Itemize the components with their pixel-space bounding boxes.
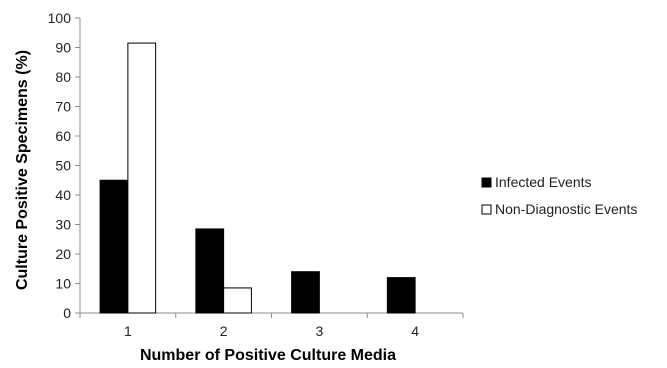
- bar-infected-events-1: [99, 179, 129, 314]
- y-tick-label: 10: [55, 276, 71, 292]
- bar-infected-events-4: [386, 277, 416, 314]
- legend-label: Non-Diagnostic Events: [495, 201, 637, 217]
- bar-infected-events-3: [291, 271, 320, 314]
- x-axis-title: Number of Positive Culture Media: [140, 347, 396, 364]
- y-tick-label: 30: [55, 217, 71, 233]
- x-tick-label: 2: [220, 323, 228, 339]
- legend: Infected Events Non-Diagnostic Events: [481, 174, 637, 217]
- bar-non-diagnostic-events-1: [127, 42, 157, 314]
- y-tick-label: 20: [55, 246, 71, 262]
- y-tick-label: 70: [55, 99, 71, 115]
- bars: [99, 42, 416, 314]
- y-tick-label: 0: [63, 305, 71, 321]
- y-tick-label: 40: [55, 187, 71, 203]
- y-axis-title: Culture Positive Specimens (%): [14, 50, 31, 290]
- legend-swatch: [481, 204, 492, 215]
- x-tick-label: 3: [315, 323, 323, 339]
- bar-infected-events-2: [195, 228, 225, 314]
- legend-label: Infected Events: [495, 174, 592, 190]
- x-tick-label: 1: [124, 323, 132, 339]
- y-tick-label: 50: [55, 158, 71, 174]
- legend-swatch: [481, 177, 492, 188]
- y-axis: 0 10 20 30 40 50 60 70 80 90 100: [48, 10, 81, 321]
- x-tick-label: 4: [411, 323, 419, 339]
- y-tick-label: 60: [55, 128, 71, 144]
- y-tick-label: 80: [55, 69, 71, 85]
- x-axis: 1 2 3 4: [79, 312, 464, 339]
- y-tick-label: 100: [48, 10, 72, 26]
- bar-non-diagnostic-events-2: [223, 287, 252, 314]
- y-tick-label: 90: [55, 40, 71, 56]
